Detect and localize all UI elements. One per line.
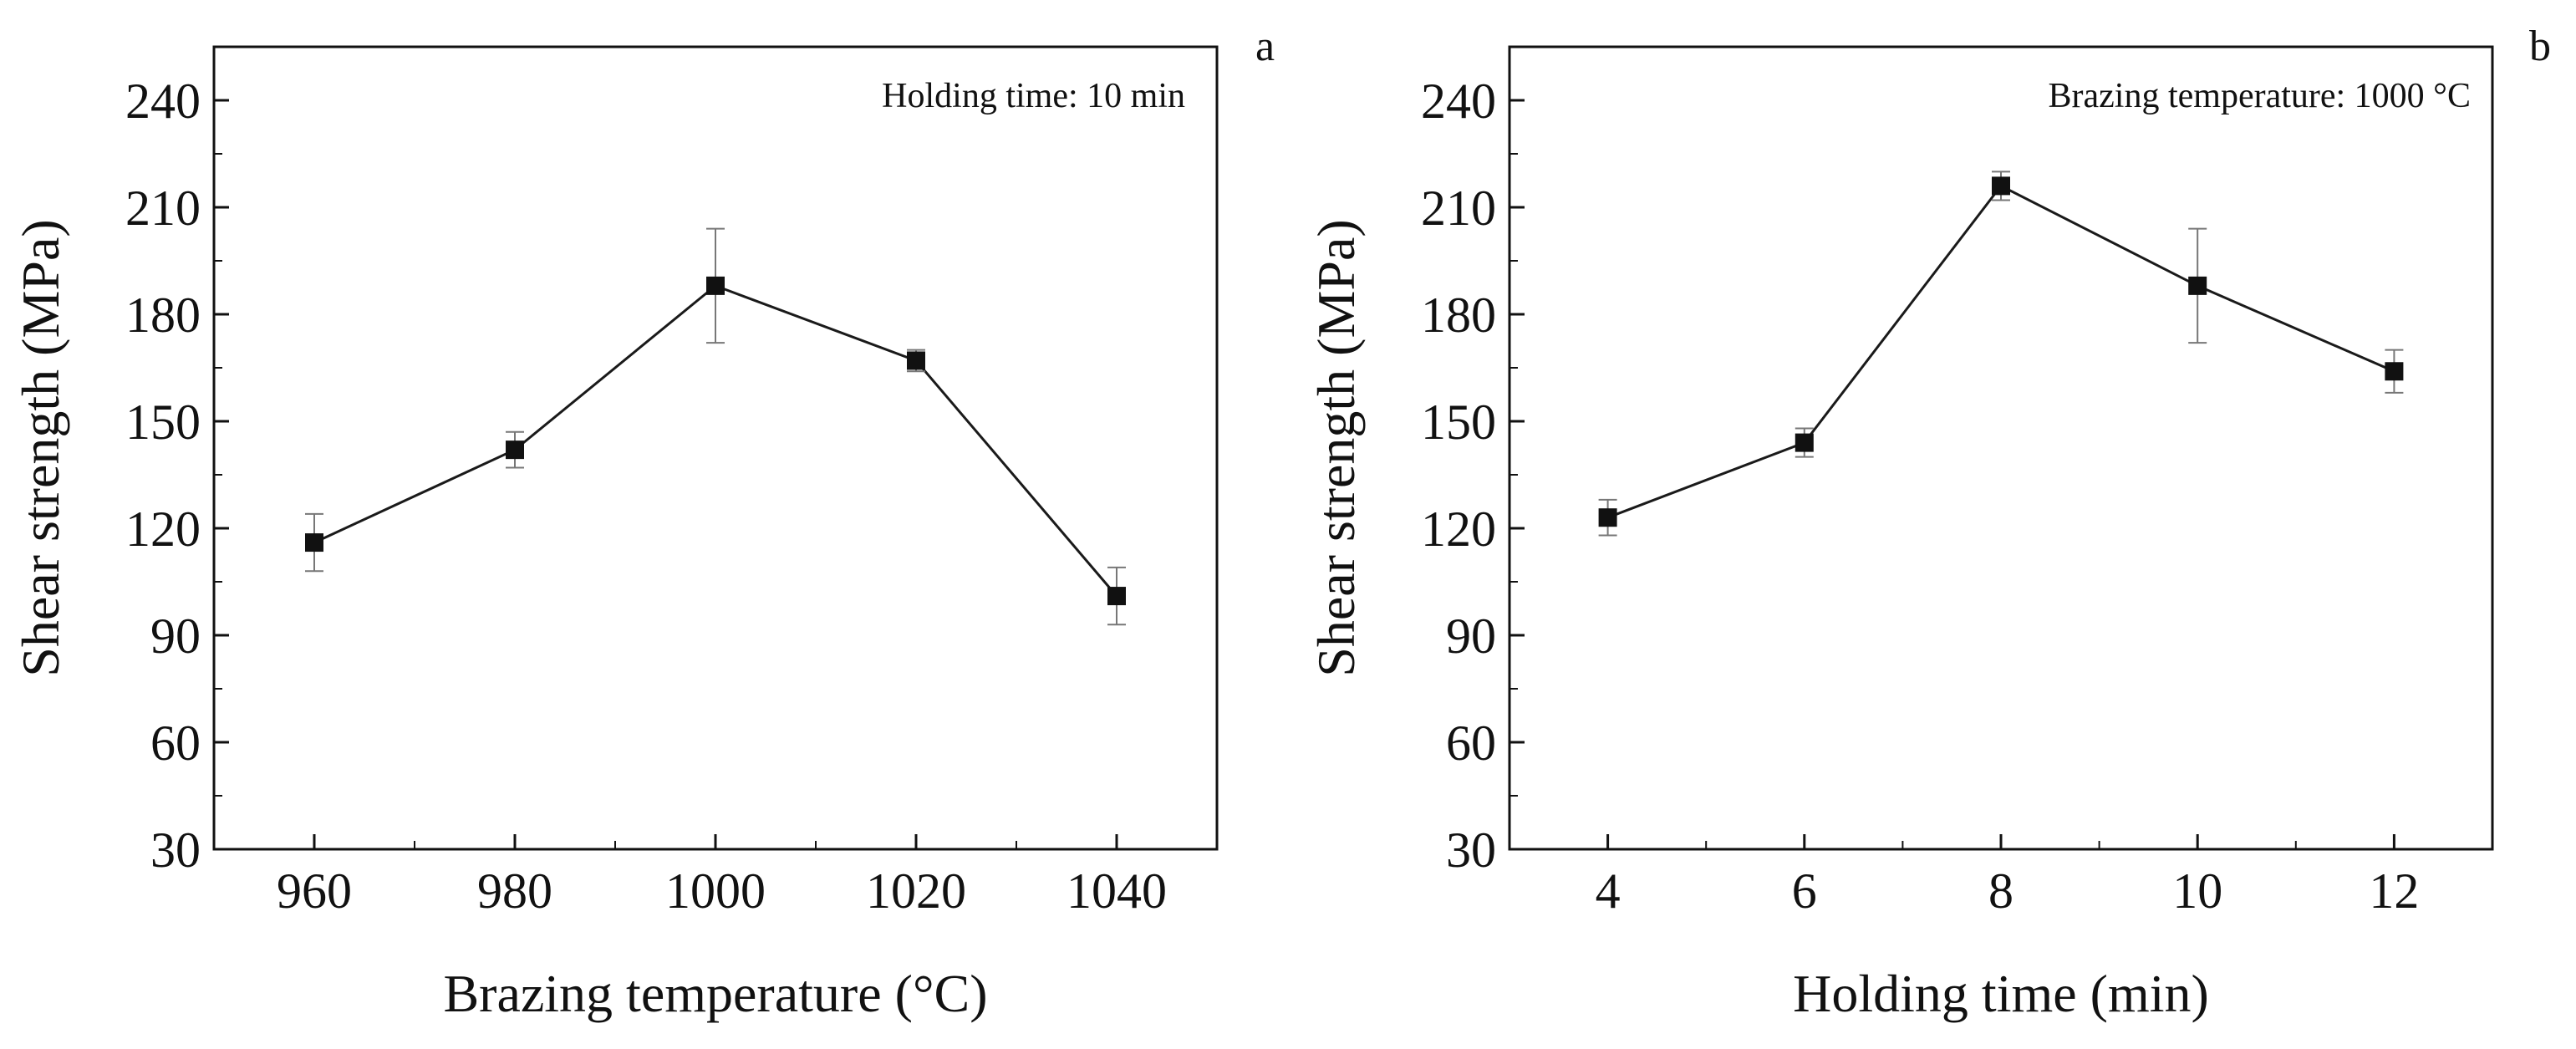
- x-tick-label: 6: [1792, 863, 1817, 919]
- series-line: [1607, 184, 2395, 519]
- data-point-marker: [907, 351, 925, 370]
- data-point-marker: [1992, 176, 2010, 196]
- y-tick-label: 240: [125, 74, 201, 129]
- y-tick-label: 240: [1421, 74, 1496, 129]
- x-tick-label: 1040: [1067, 863, 1167, 919]
- y-tick-label: 30: [1446, 822, 1496, 878]
- data-point-marker: [1107, 587, 1126, 606]
- y-tick-label: 120: [1421, 502, 1496, 557]
- y-tick-label: 150: [125, 395, 201, 450]
- y-tick-label: 90: [150, 609, 201, 664]
- x-tick-label: 1020: [866, 863, 966, 919]
- data-series: [1598, 171, 2404, 537]
- x-tick-label: 960: [277, 863, 352, 919]
- panel-label-b: b: [2529, 23, 2551, 70]
- y-tick-label: 30: [150, 822, 201, 878]
- x-axis-label: Brazing temperature (°C): [443, 964, 987, 1023]
- data-point-marker: [1795, 433, 1814, 452]
- x-tick-label: 980: [477, 863, 552, 919]
- plot-frame: [1508, 45, 2494, 851]
- y-tick-label: 120: [125, 502, 201, 557]
- y-tick-label: 180: [1421, 288, 1496, 343]
- y-tick-label: 210: [1421, 181, 1496, 236]
- plot-frame: [212, 45, 1219, 851]
- x-tick-label: 12: [2369, 863, 2419, 919]
- annotation-brazing-temperature: Brazing temperature: 1000 °C: [2049, 77, 2471, 115]
- x-tick-label: 4: [1596, 863, 1621, 919]
- y-axis-label: Shear strength (MPa): [1306, 219, 1366, 676]
- x-tick-label: 1000: [665, 863, 766, 919]
- data-point-marker: [506, 440, 524, 460]
- y-tick-label: 180: [125, 288, 201, 343]
- axis-ticks: 4 6 8 10 12 30 60 90 120 150 180 210 240: [1421, 74, 2419, 919]
- panel-label-a: a: [1255, 23, 1275, 70]
- data-point-marker: [305, 533, 323, 553]
- annotation-holding-time: Holding time: 10 min: [882, 77, 1185, 115]
- x-tick-label: 10: [2172, 863, 2222, 919]
- y-tick-label: 210: [125, 181, 201, 236]
- data-point-marker: [2188, 276, 2207, 295]
- data-point-marker: [706, 276, 725, 295]
- y-tick-label: 60: [150, 715, 201, 771]
- y-tick-label: 150: [1421, 395, 1496, 450]
- panel-b: 4 6 8 10 12 30 60 90 120 150 180 210 240 b Brazing t…: [1306, 23, 2551, 1023]
- y-tick-label: 90: [1446, 609, 1496, 664]
- data-point-marker: [2385, 362, 2404, 381]
- x-tick-label: 8: [1988, 863, 2013, 919]
- x-axis-label: Holding time (min): [1793, 964, 2209, 1023]
- data-point-marker: [1598, 508, 1617, 527]
- y-tick-label: 60: [1446, 715, 1496, 771]
- panel-a: 960 980 1000 1020 1040306090120150180210240 …: [11, 23, 1275, 1023]
- y-axis-label: Shear strength (MPa): [11, 219, 70, 676]
- data-series: [305, 227, 1126, 626]
- axis-ticks: 960 980 1000 1020 1040 30 60 90 120 150 180 210 240: [125, 74, 1167, 919]
